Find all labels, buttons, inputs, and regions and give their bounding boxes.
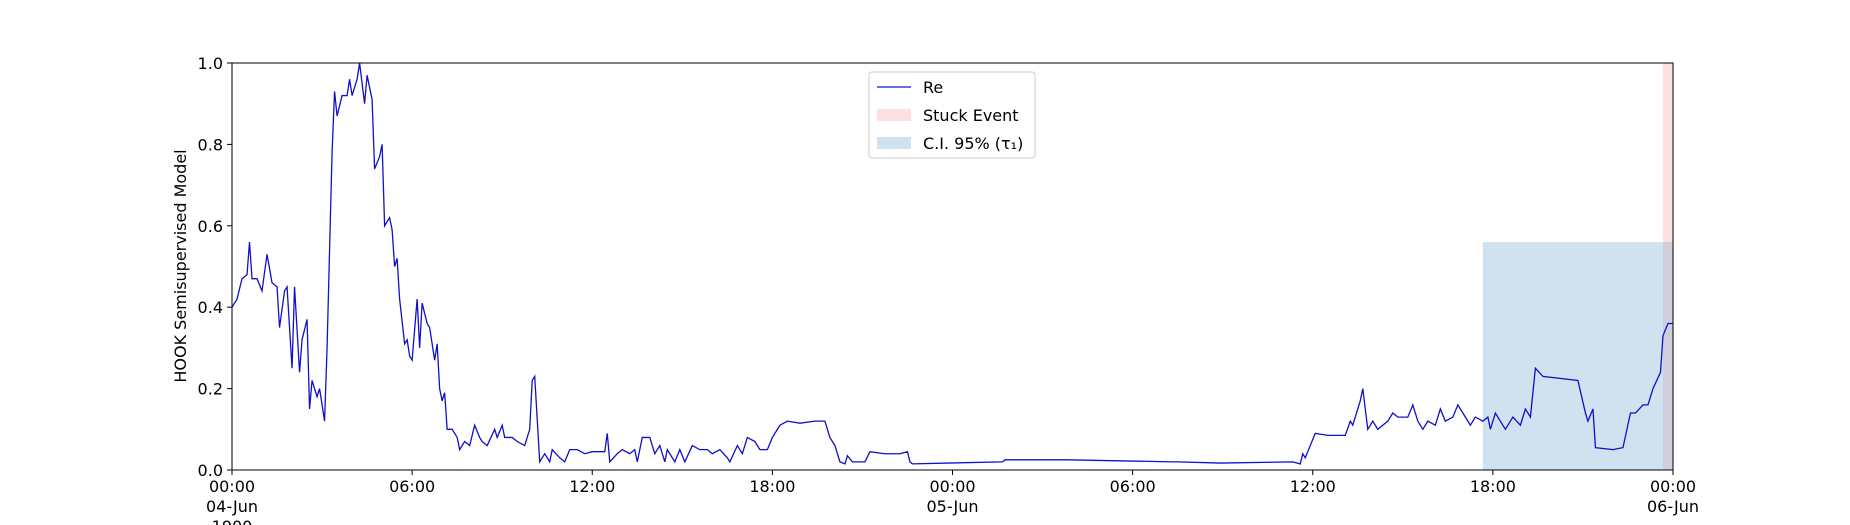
y-tick-label: 0.8 bbox=[198, 135, 223, 154]
legend-box bbox=[868, 71, 1036, 159]
legend-label: Stuck Event bbox=[923, 106, 1019, 125]
legend-label: C.I. 95% (τ₁) bbox=[923, 134, 1023, 153]
y-tick-label: 0.0 bbox=[198, 461, 223, 480]
x-tick-label: 12:00 bbox=[1290, 477, 1336, 496]
legend-label: Re bbox=[923, 78, 943, 97]
y-tick-label: 0.4 bbox=[198, 298, 223, 317]
x-tick-label: 06:00 bbox=[389, 477, 435, 496]
line bbox=[231, 62, 1673, 465]
x-tick-label: 12:00 bbox=[569, 477, 615, 496]
y-tick-label: 0.2 bbox=[198, 380, 223, 399]
y-axis-label: HOOK Semisupervised Model bbox=[171, 149, 190, 382]
y-tick-label: 0.6 bbox=[198, 217, 223, 236]
x-tick-label: 18:00 bbox=[1470, 477, 1516, 496]
x-tick-label: 00:00 06-Jun bbox=[1647, 477, 1699, 516]
x-tick-label: 18:00 bbox=[749, 477, 795, 496]
legend-patch bbox=[877, 137, 911, 149]
x-tick-label: 06:00 bbox=[1110, 477, 1156, 496]
y-tick-label: 1.0 bbox=[198, 54, 223, 73]
span bbox=[1662, 63, 1673, 470]
span bbox=[1482, 242, 1673, 470]
legend-patch bbox=[877, 109, 911, 121]
x-tick-label: 00:00 05-Jun bbox=[926, 477, 978, 516]
